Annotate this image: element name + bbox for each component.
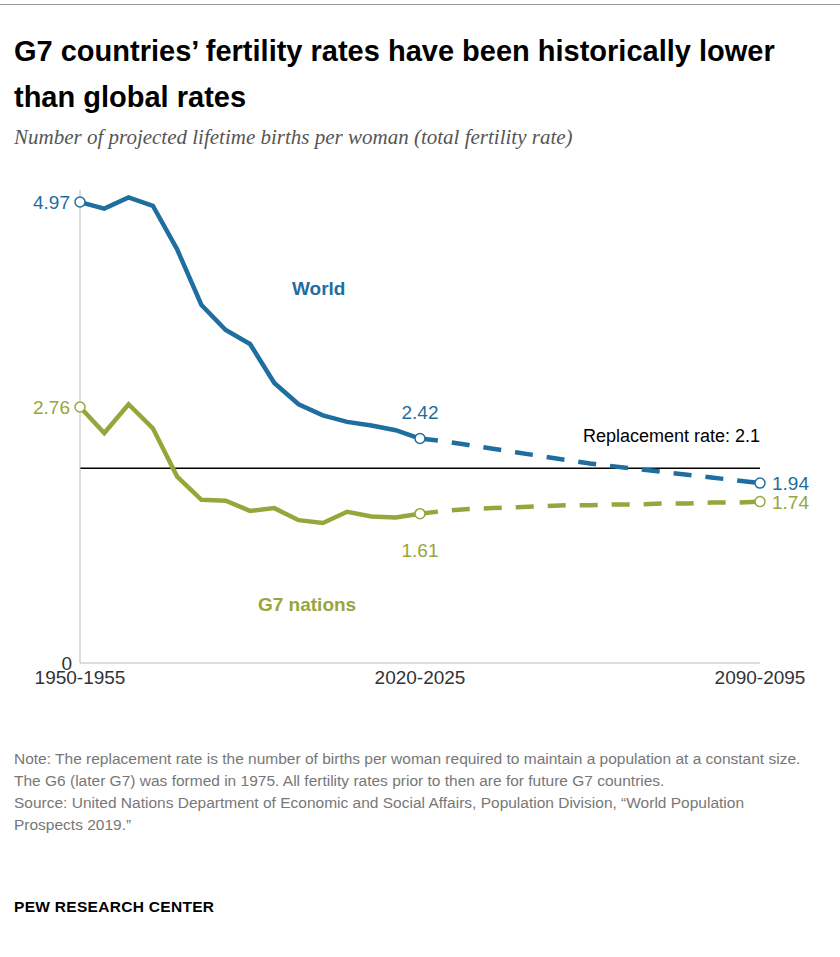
svg-text:1.74: 1.74 xyxy=(772,492,809,513)
html-text:World: World xyxy=(292,278,346,299)
html-text:Number of projected lifetime b: Number of projected lifetime births per … xyxy=(14,125,573,149)
html-text:Replacement rate: 2.1: Replacement rate: 2.1 xyxy=(582,426,760,446)
svg-text:2020-2025: 2020-2025 xyxy=(375,667,466,688)
svg-text:1.94: 1.94 xyxy=(772,473,809,495)
svg-text:1950-1955: 1950-1955 xyxy=(35,667,126,688)
html-text:PEW RESEARCH CENTER: PEW RESEARCH CENTER xyxy=(14,898,215,915)
svg-text:2.76: 2.76 xyxy=(33,397,70,418)
svg-text:0: 0 xyxy=(61,653,72,674)
svg-text:1.61: 1.61 xyxy=(402,540,439,561)
html-text:G7 countries’ fertility rates: G7 countries’ fertility rates have been … xyxy=(14,35,775,113)
html-text:Note: The replacement rate is: Note: The replacement rate is the number… xyxy=(14,750,801,789)
svg-text:2090-2095: 2090-2095 xyxy=(715,667,806,688)
html-text:Source: United Nations Departm: Source: United Nations Department of Eco… xyxy=(14,794,744,833)
svg-text:2.42: 2.42 xyxy=(402,402,439,423)
html-text:G7 nations: G7 nations xyxy=(258,594,357,615)
svg-text:4.97: 4.97 xyxy=(33,192,70,213)
